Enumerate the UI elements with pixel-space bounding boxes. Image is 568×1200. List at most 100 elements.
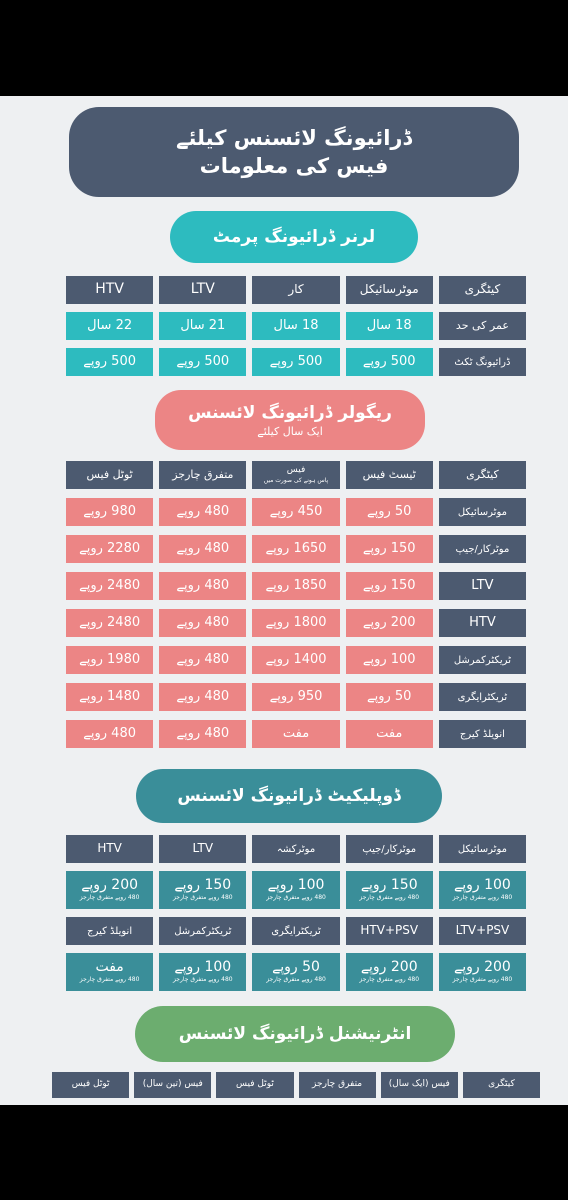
learner-age-cell: 18 سال: [252, 312, 340, 340]
page-title-line1: ڈرائیونگ لائسنس کیلئے: [176, 126, 412, 150]
regular-fee-cell: 480 روپے: [159, 498, 247, 526]
learner-table: کیٹگری موٹرسائیکل کار LTV HTV عمر کی حد …: [66, 276, 526, 376]
duplicate-fee-value: 200 روپے: [81, 877, 139, 893]
duplicate-fee-value: 100 روپے: [267, 877, 325, 893]
regular-fee-cell: 50 روپے: [345, 683, 433, 711]
learner-header-ltv: LTV: [159, 276, 247, 304]
duplicate-table: موٹرسائیکل موٹرکار/جیپ موٹرکشہ LTV HTV 100 رو…: [66, 835, 526, 991]
regular-row-category: ٹریکٹرایگری: [438, 683, 526, 711]
duplicate-category-cell: HTV: [66, 835, 154, 863]
regular-fee-cell: 2280 روپے: [66, 535, 154, 563]
regular-header-fee-note: پاس ہونے کی صورت میں: [263, 476, 329, 484]
duplicate-fee-cell: 50 روپے 480 روپے متفرق چارجز: [252, 953, 340, 991]
duplicate-category-cell: موٹرسائیکل: [438, 835, 526, 863]
duplicate-fee-note: 480 روپے متفرق چارجز: [172, 976, 233, 984]
regular-fee-cell: 50 روپے: [345, 498, 433, 526]
learner-section-title: لرنر ڈرائیونگ پرمٹ: [170, 211, 418, 263]
regular-header-category: کیٹگری: [438, 461, 526, 489]
international-header-cell: ٹوٹل فیس: [216, 1072, 294, 1098]
international-header-cell: متفرق چارجز: [298, 1072, 376, 1098]
international-header-cell: ٹوٹل فیس: [52, 1072, 130, 1098]
learner-ticket-cell: 500 روپے: [66, 348, 154, 376]
regular-header-fee: فیس پاس ہونے کی صورت میں: [252, 461, 340, 489]
duplicate-fee-cell: 100 روپے 480 روپے متفرق چارجز: [159, 953, 247, 991]
duplicate-fee-value: 150 روپے: [360, 877, 418, 893]
regular-fee-cell: 480 روپے: [159, 646, 247, 674]
duplicate-fee-value: 200 روپے: [360, 959, 418, 975]
regular-fee-cell: 480 روپے: [66, 720, 154, 748]
regular-fee-cell: 100 روپے: [345, 646, 433, 674]
learner-ticket-cell: 500 روپے: [345, 348, 433, 376]
regular-table-body: موٹرسائیکل 50 روپے 450 روپے 480 روپے 980 روپ…: [66, 498, 526, 748]
learner-title-text: لرنر ڈرائیونگ پرمٹ: [212, 227, 376, 247]
fee-sheet: ڈرائیونگ لائسنس کیلئے فیس کی معلومات لرن…: [0, 96, 568, 1105]
learner-header-motorcycle: موٹرسائیکل: [345, 276, 433, 304]
regular-subtitle-text: ایک سال کیلئے: [257, 424, 323, 438]
duplicate-fee-cell: 200 روپے 480 روپے متفرق چارجز: [66, 871, 154, 909]
duplicate-fee-note: 480 روپے متفرق چارجز: [79, 894, 140, 902]
regular-fee-cell: 480 روپے: [159, 535, 247, 563]
learner-ticket-cell: 500 روپے: [252, 348, 340, 376]
international-header-cell: کیٹگری: [462, 1072, 540, 1098]
duplicate-category-cell: LTV: [159, 835, 247, 863]
duplicate-category-cell: ٹریکٹرکمرشل: [159, 917, 247, 945]
regular-section-title: ریگولر ڈرائیونگ لائسنس ایک سال کیلئے: [155, 390, 425, 450]
regular-fee-cell: 1800 روپے: [252, 609, 340, 637]
duplicate-category-cell: HTV+PSV: [345, 917, 433, 945]
regular-fee-cell: 480 روپے: [159, 572, 247, 600]
regular-row-category: LTV: [438, 572, 526, 600]
duplicate-fee-cell: 150 روپے 480 روپے متفرق چارجز: [159, 871, 247, 909]
page-title-line2: فیس کی معلومات: [199, 154, 389, 178]
regular-fee-cell: 1480 روپے: [66, 683, 154, 711]
regular-fee-cell: 150 روپے: [345, 572, 433, 600]
duplicate-fee-note: 480 روپے متفرق چارجز: [266, 894, 326, 902]
duplicate-fee-value: مفت: [95, 959, 124, 975]
duplicate-fee-value: 200 روپے: [454, 959, 511, 975]
regular-fee-cell: مفت: [252, 720, 340, 748]
regular-header-misc: متفرق چارجز: [159, 461, 247, 489]
learner-ticket-cell: 500 روپے: [159, 348, 247, 376]
international-header-cell: فیس (تین سال): [134, 1072, 212, 1098]
regular-header-fee-label: فیس: [286, 464, 306, 475]
international-title-text: انٹرنیشنل ڈرائیونگ لائسنس: [178, 1024, 412, 1044]
regular-fee-cell: 2480 روپے: [66, 609, 154, 637]
duplicate-fee-value: 150 روپے: [174, 877, 232, 893]
regular-fee-cell: 1980 روپے: [66, 646, 154, 674]
duplicate-category-cell: LTV+PSV: [438, 917, 526, 945]
regular-fee-cell: 1650 روپے: [252, 535, 340, 563]
duplicate-fee-value: 100 روپے: [454, 877, 511, 893]
duplicate-fee-cell: 200 روپے 480 روپے متفرق چارجز: [438, 953, 526, 991]
duplicate-fee-cell: 200 روپے 480 روپے متفرق چارجز: [345, 953, 433, 991]
regular-fee-cell: 150 روپے: [345, 535, 433, 563]
duplicate-fee-cell: مفت 480 روپے متفرق چارجز: [66, 953, 154, 991]
regular-fee-cell: 480 روپے: [159, 683, 247, 711]
duplicate-fee-cell: 150 روپے 480 روپے متفرق چارجز: [345, 871, 433, 909]
learner-row-label-ticket: ڈرائیونگ ٹکٹ: [438, 348, 526, 376]
duplicate-fee-cell: 100 روپے 480 روپے متفرق چارجز: [252, 871, 340, 909]
learner-header-category: کیٹگری: [438, 276, 526, 304]
international-section-title: انٹرنیشنل ڈرائیونگ لائسنس: [135, 1006, 455, 1062]
duplicate-fee-note: 480 روپے متفرق چارجز: [79, 976, 140, 984]
duplicate-fee-note: 480 روپے متفرق چارجز: [359, 894, 420, 902]
regular-fee-cell: 480 روپے: [159, 609, 247, 637]
regular-fee-cell: 200 روپے: [345, 609, 433, 637]
regular-row-category: ٹریکٹرکمرشل: [438, 646, 526, 674]
regular-table: کیٹگری ٹیسٹ فیس فیس پاس ہونے کی صورت میں…: [66, 461, 526, 489]
regular-fee-cell: 2480 روپے: [66, 572, 154, 600]
learner-row-label-age: عمر کی حد: [438, 312, 526, 340]
duplicate-title-text: ڈوپلیکیٹ ڈرائیونگ لائسنس: [177, 786, 401, 806]
duplicate-fee-note: 480 روپے متفرق چارجز: [452, 894, 513, 902]
learner-age-cell: 22 سال: [66, 312, 154, 340]
international-header-cell: فیس (ایک سال): [380, 1072, 458, 1098]
regular-header-total: ٹوٹل فیس: [66, 461, 154, 489]
regular-row-category: موٹرکار/جیپ: [438, 535, 526, 563]
duplicate-category-cell: انویلڈ کیرج: [66, 917, 154, 945]
regular-fee-cell: 480 روپے: [159, 720, 247, 748]
duplicate-fee-note: 480 روپے متفرق چارجز: [266, 976, 326, 984]
duplicate-fee-note: 480 روپے متفرق چارجز: [359, 976, 420, 984]
duplicate-fee-cell: 100 روپے 480 روپے متفرق چارجز: [438, 871, 526, 909]
regular-title-text: ریگولر ڈرائیونگ لائسنس: [188, 402, 392, 423]
regular-row-category: موٹرسائیکل: [438, 498, 526, 526]
duplicate-category-cell: موٹرکار/جیپ: [345, 835, 433, 863]
duplicate-section-title: ڈوپلیکیٹ ڈرائیونگ لائسنس: [136, 769, 442, 823]
